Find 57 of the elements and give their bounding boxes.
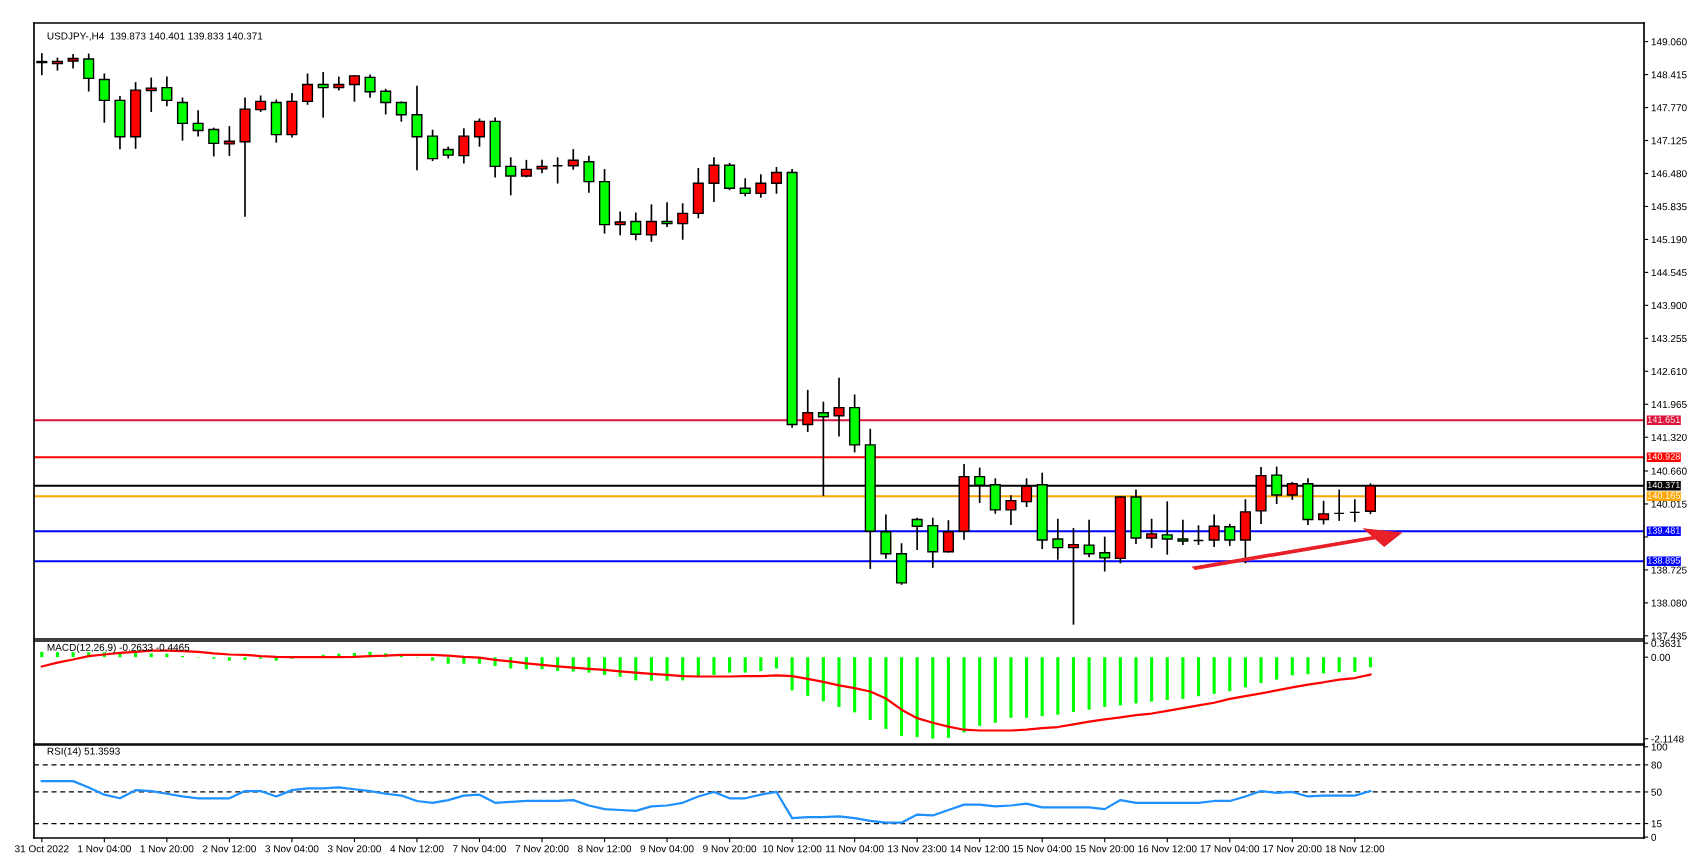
x-tick-label: 16 Nov 12:00: [1138, 845, 1197, 853]
y-tick-label: 138.725: [1651, 566, 1687, 574]
y-tick-label: 142.610: [1651, 367, 1687, 376]
y-tick-label: 147.770: [1651, 104, 1687, 112]
x-tick-label: 7 Nov 20:00: [515, 845, 569, 853]
chart-title: MACD(12,26,9) -0.2633 -0.4465: [47, 643, 190, 653]
x-tick-label: 1 Nov 20:00: [140, 845, 194, 853]
y-tick-label: 15: [1651, 820, 1662, 828]
x-tick-label: 2 Nov 12:00: [202, 845, 256, 853]
text: USDJPY-,H4 139.873 140.401 139.833 140.371: [47, 32, 263, 41]
y-tick-label: 143.255: [1651, 334, 1687, 343]
x-tick-label: 8 Nov 12:00: [578, 845, 632, 853]
y-tick-label: 144.545: [1651, 269, 1687, 277]
chart-title: RSI(14) 51.3593: [47, 747, 120, 757]
x-tick-label: 13 Nov 23:00: [888, 845, 947, 853]
x-tick-label: 9 Nov 04:00: [640, 845, 694, 853]
x-tick-label: 31 Oct 2022: [14, 845, 69, 853]
x-tick-label: 3 Nov 04:00: [265, 845, 319, 853]
x-tick-label: 15 Nov 04:00: [1013, 845, 1072, 853]
x-tick-label: 17 Nov 04:00: [1200, 845, 1260, 853]
y-tick-label: 0.3631: [1651, 639, 1682, 647]
y-tick-label: 80: [1651, 761, 1662, 769]
y-tick-label: 145.190: [1651, 236, 1687, 244]
ref-line-label: 141.651: [1647, 416, 1680, 423]
y-tick-label: 149.060: [1651, 38, 1687, 46]
y-tick-label: -2.1148: [1651, 735, 1684, 743]
x-tick-label: 7 Nov 04:00: [453, 845, 507, 853]
x-tick-label: 14 Nov 12:00: [950, 845, 1010, 853]
y-tick-label: 140.015: [1651, 500, 1687, 508]
ref-line-label: 140.165: [1647, 492, 1680, 499]
x-tick-label: 17 Nov 20:00: [1263, 845, 1322, 853]
y-tick-label: 148.415: [1651, 71, 1687, 79]
x-tick-label: 18 Nov 12:00: [1325, 845, 1385, 853]
y-tick-label: 146.480: [1651, 170, 1687, 178]
y-tick-label: 147.125: [1651, 137, 1687, 145]
y-tick-label: 100: [1651, 743, 1668, 751]
x-tick-label: 3 Nov 20:00: [327, 845, 382, 853]
ref-line-label: 139.481: [1647, 527, 1680, 534]
y-tick-label: 137.435: [1651, 632, 1687, 640]
x-tick-label: 9 Nov 20:00: [703, 845, 757, 853]
ref-line-label: 138.895: [1647, 557, 1680, 564]
y-tick-label: 145.835: [1651, 203, 1687, 211]
ref-line-label: 140.371: [1647, 481, 1680, 489]
x-tick-label: 4 Nov 12:00: [390, 845, 444, 853]
ref-line-label: 140.928: [1647, 453, 1680, 460]
x-tick-label: 10 Nov 12:00: [763, 845, 822, 853]
x-tick-label: 11 Nov 04:00: [826, 845, 884, 853]
y-tick-label: 0.00: [1651, 653, 1671, 661]
y-tick-label: 140.660: [1651, 467, 1687, 475]
x-tick-label: 15 Nov 20:00: [1075, 845, 1135, 853]
x-tick-label: 1 Nov 04:00: [78, 845, 131, 853]
y-tick-label: 141.320: [1651, 433, 1687, 441]
y-tick-label: 0: [1651, 833, 1657, 841]
y-tick-label: 50: [1651, 788, 1662, 796]
y-tick-label: 138.080: [1651, 599, 1687, 607]
y-tick-label: 143.900: [1651, 302, 1687, 310]
y-tick-label: 141.965: [1651, 400, 1687, 408]
